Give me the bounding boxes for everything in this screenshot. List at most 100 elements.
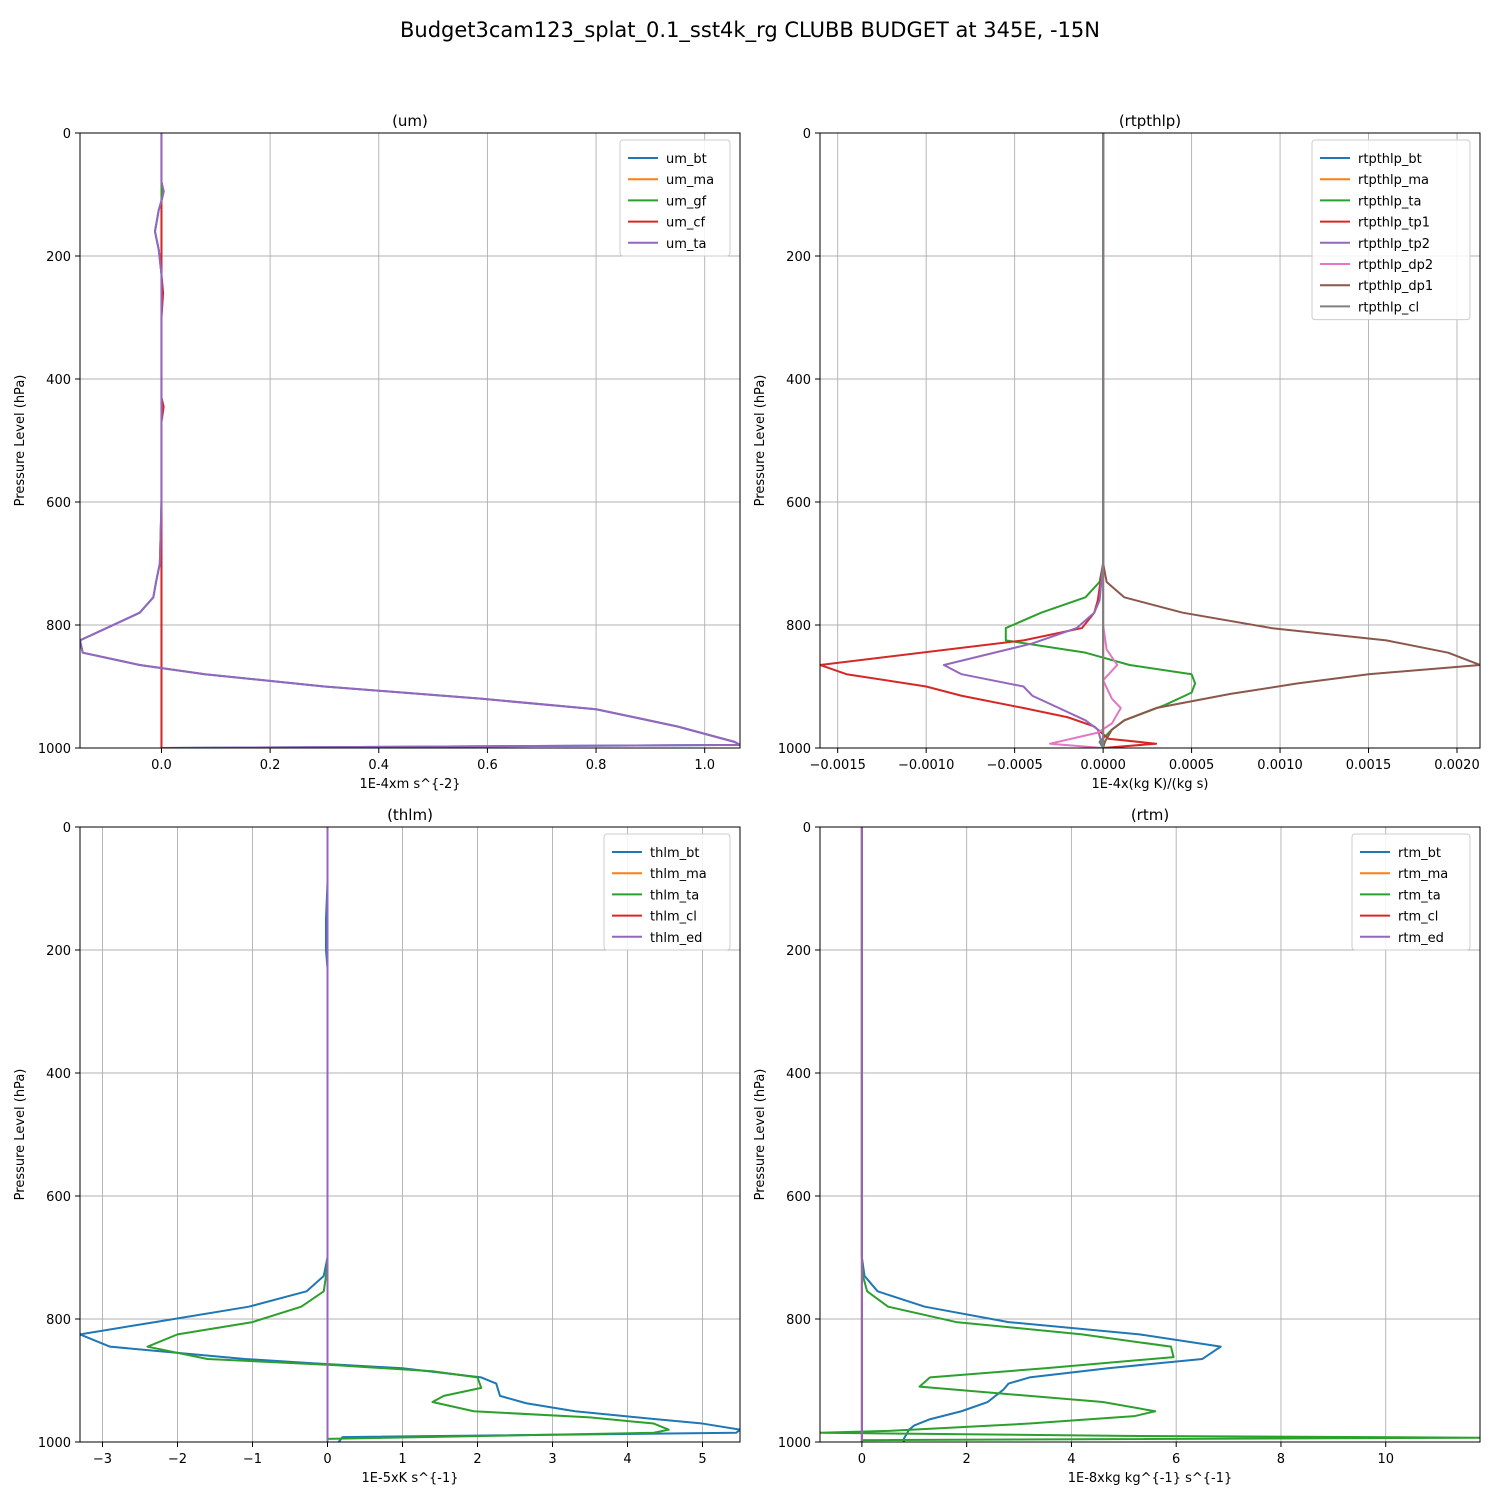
legend: thlm_bt thlm_ma thlm_ta thlm_cl thlm_ed	[603, 833, 731, 951]
legend: rtpthlp_bt rtpthlp_ma rtpthlp_ta rtpthlp_tp…	[1311, 139, 1471, 321]
legend-frame	[619, 139, 731, 257]
series-line-um_ta	[80, 133, 740, 748]
x-tick-label: 2	[963, 1452, 971, 1467]
series-line-rtm_ta	[820, 827, 1480, 1442]
x-tick-label: 0.0015	[1346, 758, 1392, 773]
y-tick-label: 800	[786, 619, 811, 634]
y-tick-label: 800	[46, 619, 71, 634]
y-tick-label: 600	[46, 1190, 71, 1205]
legend-label: rtm_ed	[1398, 931, 1444, 946]
axes-frame	[79, 826, 741, 1443]
y-tick-label: 200	[46, 250, 71, 265]
y-tick-label: 1000	[778, 1436, 811, 1451]
x-axis-label: 1E-5xK s^{-1}	[362, 1471, 459, 1486]
y-tick-label: 1000	[38, 1436, 71, 1451]
y-tick-label: 800	[786, 1313, 811, 1328]
x-tick-label: 3	[548, 1452, 556, 1467]
series-group	[820, 133, 1480, 748]
legend: rtm_bt rtm_ma rtm_ta rtm_cl rtm_ed	[1351, 833, 1471, 951]
y-tick-label: 800	[46, 1313, 71, 1328]
y-axis-label: Pressure Level (hPa)	[13, 375, 28, 507]
y-tick-label: 200	[786, 250, 811, 265]
series-group	[820, 827, 1480, 1442]
x-tick-label: −0.0010	[898, 758, 954, 773]
y-tick-label: 400	[46, 373, 71, 388]
axes-frame	[819, 826, 1481, 1443]
chart-panel-2: −0.0015 −0.0010 −0.0005 0.0000 0.0005 0.0010 0…	[753, 112, 1481, 792]
series-line-thlm_ta	[146, 827, 670, 1442]
x-tick-label: 0.0010	[1257, 758, 1303, 773]
x-tick-label: 0.0005	[1169, 758, 1215, 773]
x-tick-label: −2	[168, 1452, 187, 1467]
x-tick-label: −1	[243, 1452, 262, 1467]
legend-frame	[603, 833, 731, 951]
x-tick-label: 0.0	[151, 758, 172, 773]
x-tick-label: 0	[323, 1452, 331, 1467]
x-axis-label: 1E-4x(kg K)/(kg s)	[1092, 777, 1209, 792]
y-tick-label: 400	[46, 1067, 71, 1082]
x-axis-label: 1E-8xkg kg^{-1} s^{-1}	[1068, 1471, 1233, 1486]
series-line-rtm_bt	[860, 827, 1222, 1442]
legend-label: rtm_cl	[1398, 910, 1438, 925]
x-tick-label: −3	[93, 1452, 112, 1467]
x-tick-label: 8	[1277, 1452, 1285, 1467]
y-axis-label: Pressure Level (hPa)	[753, 1069, 768, 1201]
y-tick-label: 1000	[778, 742, 811, 757]
legend-label: thlm_ta	[650, 888, 699, 903]
x-tick-label: 0	[858, 1452, 866, 1467]
x-tick-label: 0.8	[586, 758, 607, 773]
chart-panel-1: 0.0 0.2 0.4 0.6 0.8 1.0 0 200 400 600 800 1000 (um) 1…	[13, 112, 741, 792]
y-tick-label: 600	[786, 496, 811, 511]
legend-label: rtpthlp_cl	[1358, 300, 1419, 315]
legend-label: thlm_bt	[650, 846, 699, 861]
x-tick-label: 4	[623, 1452, 631, 1467]
legend-label: rtm_ma	[1398, 867, 1448, 882]
series-line-rtpthlp_dp1	[1102, 133, 1480, 748]
legend-label: thlm_ma	[650, 867, 707, 882]
x-tick-label: −0.0015	[809, 758, 865, 773]
x-tick-label: 5	[698, 1452, 706, 1467]
legend-frame	[1311, 139, 1471, 321]
x-tick-label: −0.0005	[986, 758, 1042, 773]
legend-label: rtpthlp_tp2	[1358, 237, 1430, 252]
y-tick-label: 1000	[38, 742, 71, 757]
x-tick-label: 1.0	[694, 758, 715, 773]
legend-label: um_ma	[666, 173, 714, 188]
x-tick-label: 6	[1172, 1452, 1180, 1467]
x-tick-label: 2	[473, 1452, 481, 1467]
x-tick-label: 0.0020	[1434, 758, 1480, 773]
legend-label: rtpthlp_dp2	[1358, 258, 1433, 273]
legend-label: rtpthlp_ta	[1358, 194, 1421, 209]
legend-label: thlm_cl	[650, 910, 697, 925]
y-tick-label: 0	[63, 127, 71, 142]
panels: 0.0 0.2 0.4 0.6 0.8 1.002004006008001000(um)1…	[13, 112, 1481, 1486]
legend-label: um_bt	[666, 152, 707, 167]
legend-label: rtpthlp_dp1	[1358, 279, 1433, 294]
axes-frame	[79, 132, 741, 749]
x-tick-label: 4	[1067, 1452, 1075, 1467]
legend-frame	[1351, 833, 1471, 951]
series-line-rtpthlp_dp2	[1049, 133, 1122, 748]
y-tick-label: 200	[786, 944, 811, 959]
y-axis-label: Pressure Level (hPa)	[13, 1069, 28, 1201]
y-tick-label: 0	[803, 821, 811, 836]
legend-label: rtm_ta	[1398, 888, 1441, 903]
panel-title: (um)	[392, 112, 428, 130]
series-group	[80, 133, 740, 748]
legend-label: um_cf	[666, 216, 706, 231]
legend-label: rtpthlp_bt	[1358, 152, 1422, 167]
series-group	[80, 827, 740, 1442]
chart-panel-4: 0 2 4 6 8 10 0 200 400 600 800 1000 (rtm) 1E-8xkg kg^…	[753, 806, 1481, 1486]
y-tick-label: 400	[786, 373, 811, 388]
y-tick-label: 600	[46, 496, 71, 511]
x-tick-label: 0.0000	[1080, 758, 1126, 773]
legend-label: rtm_bt	[1398, 846, 1441, 861]
figure-title: Budget3cam123_splat_0.1_sst4k_rg CLUBB B…	[400, 18, 1100, 43]
series-line-rtpthlp_tp2	[942, 133, 1105, 748]
series-line-rtpthlp_ta	[1004, 133, 1197, 748]
y-axis-label: Pressure Level (hPa)	[753, 375, 768, 507]
legend: um_bt um_ma um_gf um_cf um_ta	[619, 139, 731, 257]
x-tick-label: 0.6	[477, 758, 498, 773]
chart-panel-3: −3 −2 −1 0 1 2 3 4 5 0 200 400 600 800 1000 (thlm) 1E-5x…	[13, 806, 741, 1486]
